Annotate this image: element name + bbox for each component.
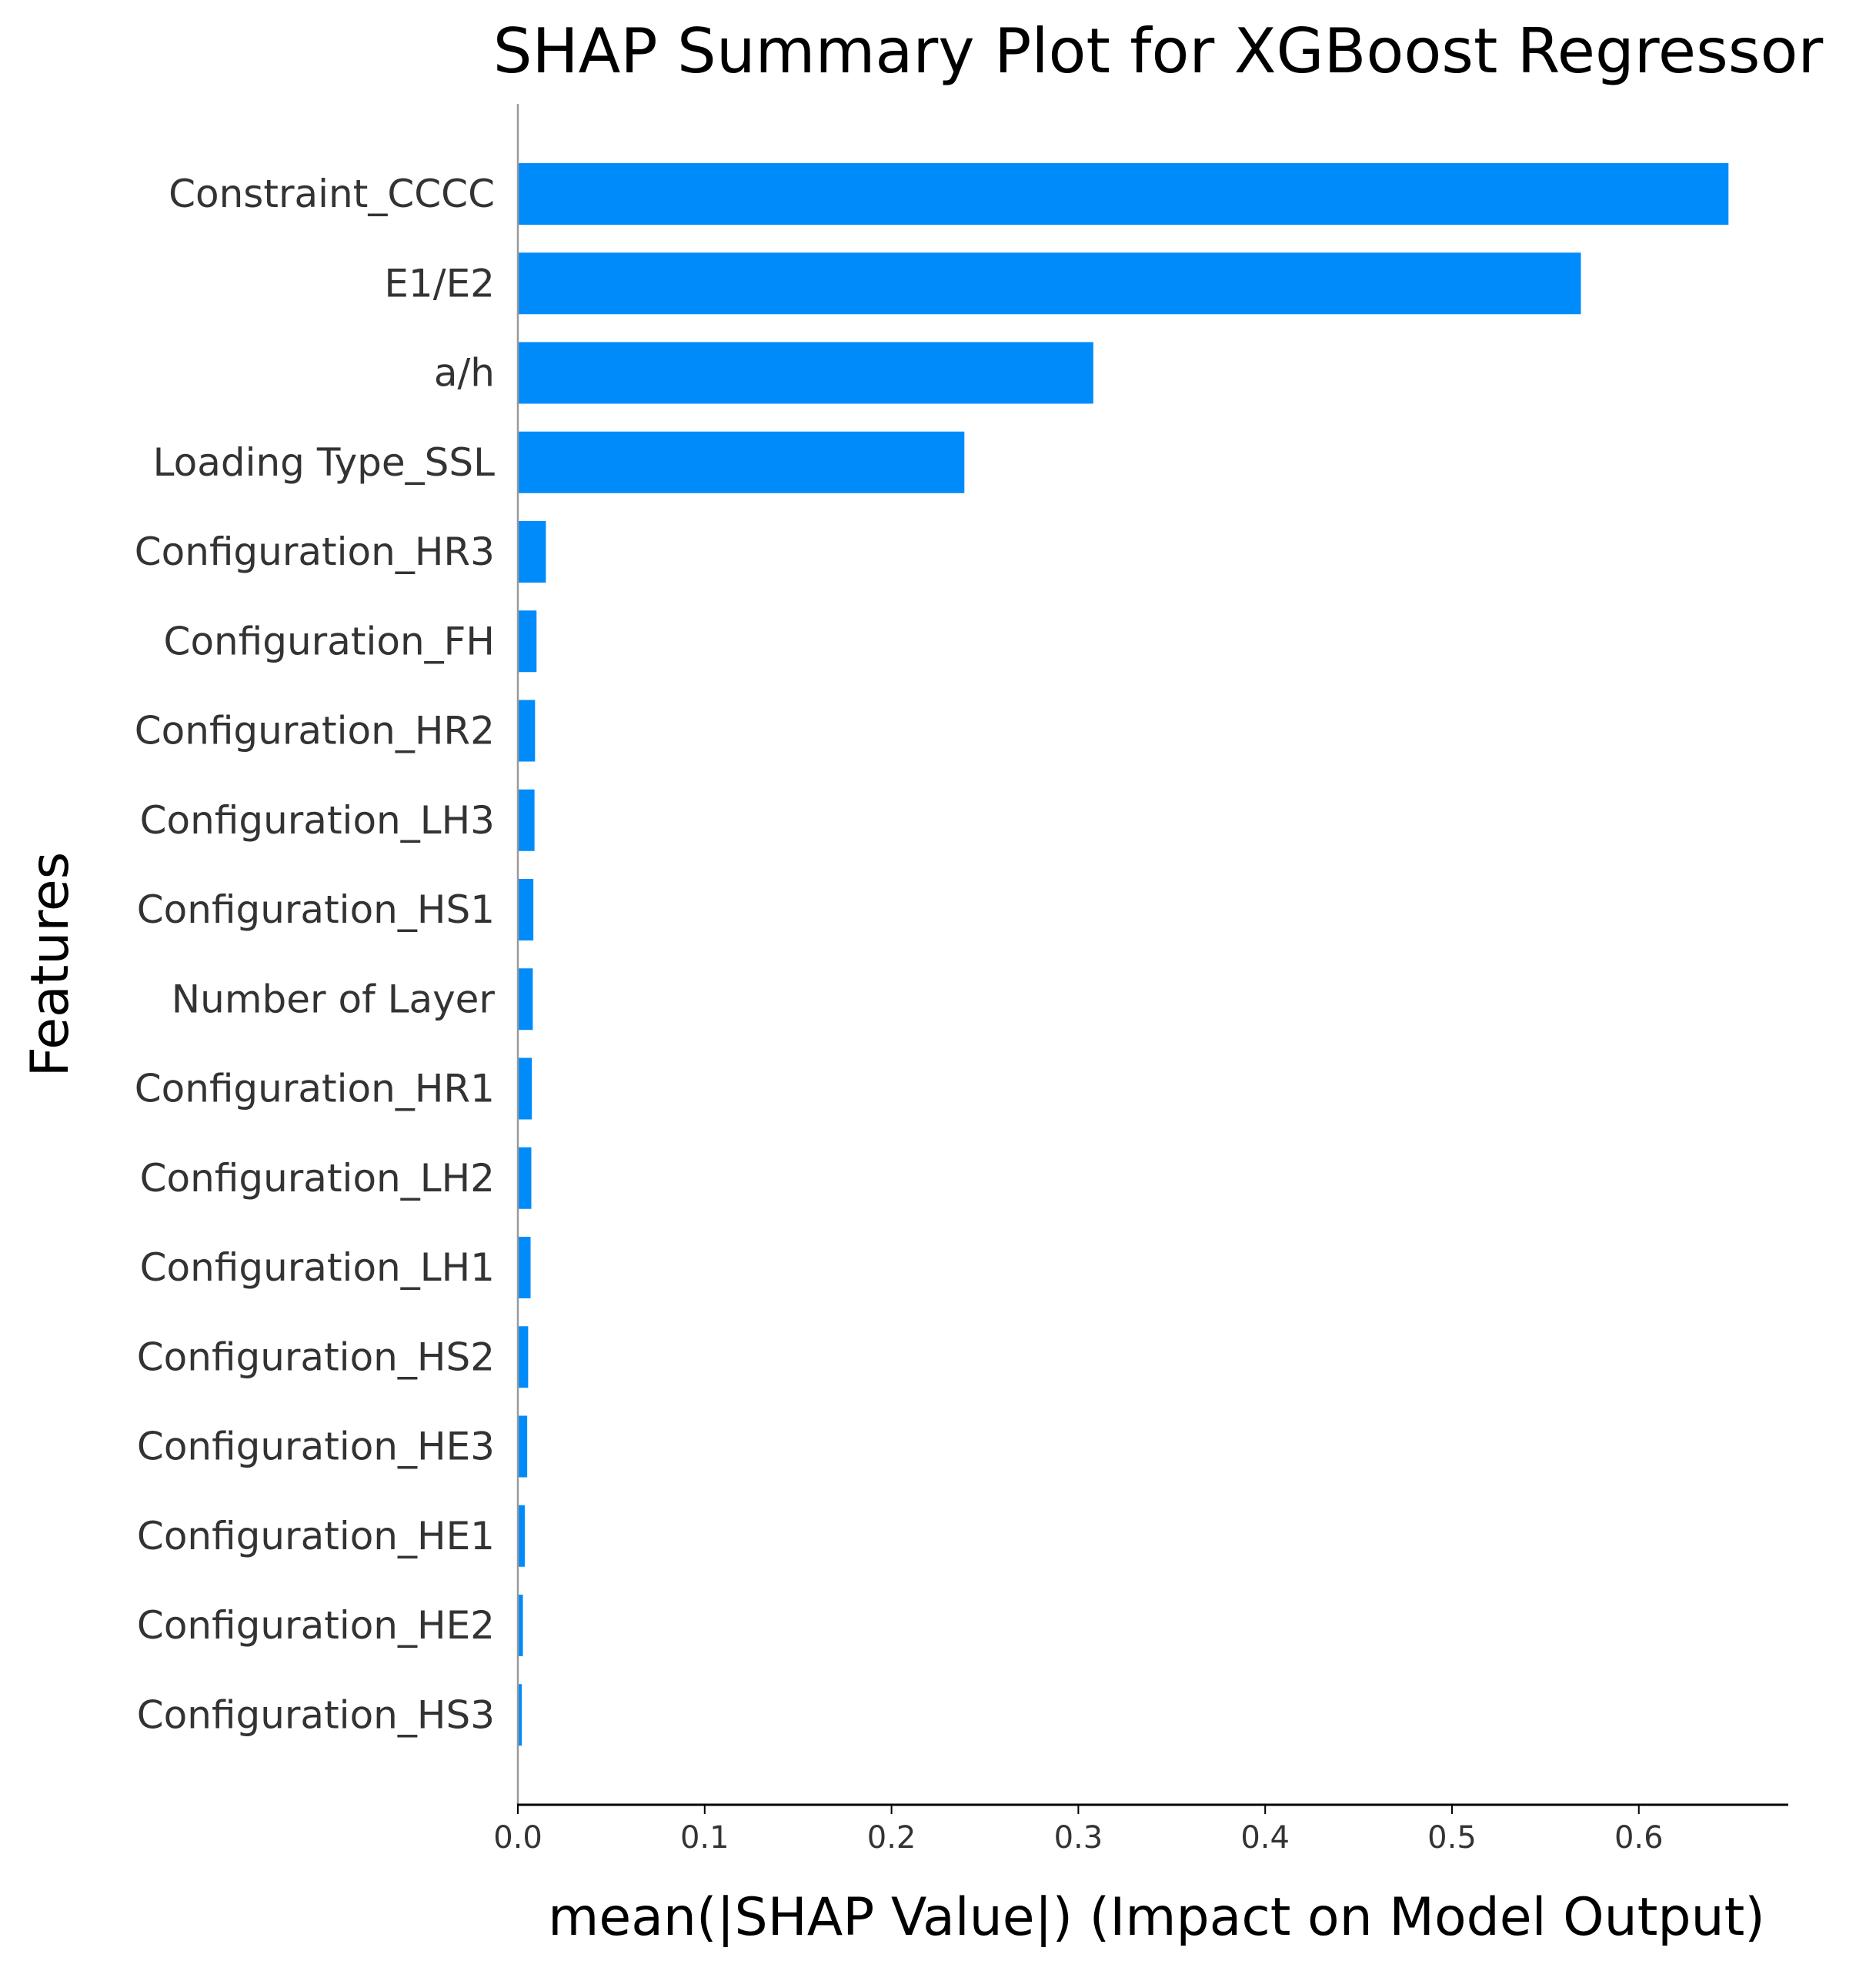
x-tick-label: 0.2 (867, 1820, 916, 1856)
bar (518, 521, 546, 583)
bar (518, 163, 1729, 225)
bar (518, 252, 1581, 315)
category-label: Configuration_LH1 (140, 1245, 495, 1290)
x-axis-title: mean(|SHAP Value|) (Impact on Model Outp… (548, 1887, 1765, 1948)
category-label: Constraint_CCCC (169, 172, 495, 216)
bar (518, 789, 535, 851)
category-label: Loading Type_SSL (153, 440, 495, 485)
x-tick-label: 0.6 (1614, 1820, 1664, 1856)
category-label: Configuration_HE1 (137, 1514, 495, 1558)
category-label: Configuration_HR2 (135, 709, 495, 753)
category-label: Configuration_HS3 (137, 1692, 495, 1737)
category-label: Configuration_HS1 (137, 887, 495, 932)
category-labels-group: Constraint_CCCC E1/E2 a/h Loading Type_SSL C… (135, 172, 496, 1737)
x-tick-label: 0.1 (680, 1820, 729, 1856)
x-tick-label: 0.5 (1427, 1820, 1477, 1856)
category-label: a/h (434, 351, 495, 396)
category-label: Configuration_HS2 (137, 1335, 495, 1379)
bar (518, 342, 1093, 404)
bar (518, 968, 533, 1031)
category-label: E1/E2 (384, 261, 495, 306)
bars-group (518, 163, 1729, 1746)
bar (518, 431, 965, 493)
bar (518, 1415, 528, 1478)
bar (518, 1684, 522, 1746)
bar (518, 610, 537, 673)
chart-title: SHAP Summary Plot for XGBoost Regressor (493, 15, 1824, 87)
bar (518, 700, 536, 762)
category-label: Configuration_FH (164, 619, 495, 663)
x-tick-label: 0.0 (493, 1820, 542, 1856)
category-label: Configuration_HE2 (137, 1603, 495, 1648)
bar (518, 1147, 532, 1209)
bar (518, 1505, 525, 1567)
bar (518, 1326, 529, 1388)
y-axis-title: Features (20, 852, 81, 1077)
category-label: Configuration_HE3 (137, 1425, 495, 1469)
bar (518, 1595, 523, 1656)
bar (518, 879, 534, 940)
bar (518, 1237, 531, 1298)
category-label: Configuration_LH3 (140, 798, 495, 843)
x-tick-label: 0.4 (1240, 1820, 1290, 1856)
x-ticks-group: 0.0 0.1 0.2 0.3 0.4 0.5 0.6 (493, 1805, 1664, 1856)
x-tick-label: 0.3 (1054, 1820, 1103, 1856)
category-label: Configuration_LH2 (140, 1156, 495, 1201)
bar (518, 1057, 532, 1120)
category-label: Number of Layer (172, 977, 496, 1021)
category-label: Configuration_HR1 (135, 1067, 495, 1111)
category-label: Configuration_HR3 (135, 529, 495, 574)
